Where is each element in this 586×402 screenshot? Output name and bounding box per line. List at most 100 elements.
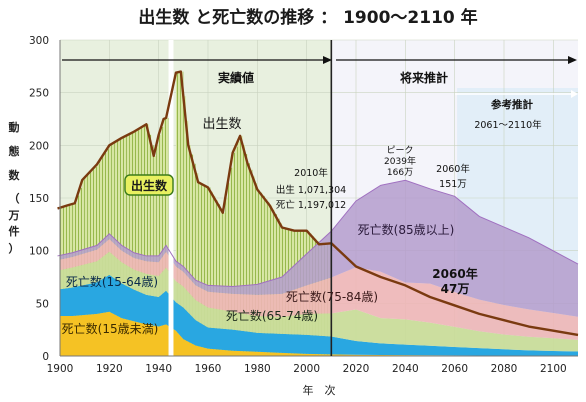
births-bar-1930	[134, 131, 137, 356]
births-bar-1952	[188, 145, 191, 356]
annotation-2010-year: 2010年	[294, 167, 328, 179]
y-axis-title-char: 万	[8, 209, 20, 222]
y-tick-300: 300	[29, 35, 49, 47]
births-bar-1965	[220, 208, 223, 356]
births-bar-1928	[129, 134, 132, 356]
births-bar-1954	[193, 163, 196, 356]
deaths-75-84-area	[60, 239, 578, 340]
reference-period-range: 2061～2110年	[474, 119, 542, 131]
death-areas	[60, 180, 578, 356]
x-tick-2020: 2020	[343, 363, 370, 375]
births-bar-1978	[252, 176, 255, 356]
births-bar-1960	[208, 187, 211, 356]
deaths-85plus-area	[60, 180, 578, 317]
births-bar-1955	[195, 172, 199, 356]
x-tick-2040: 2040	[392, 363, 419, 375]
x-tick-1940: 1940	[145, 363, 172, 375]
y-axis-title-char: 動	[9, 120, 20, 134]
annotation-2060: 2060年 151万	[436, 163, 470, 190]
births-bar-1977	[249, 169, 253, 356]
y-tick-50: 50	[36, 298, 49, 310]
annotation-peak-2039: ピーク 2039年 166万	[384, 145, 416, 178]
births-bar-1979	[254, 182, 258, 356]
y-axis-title-char: （	[9, 192, 20, 205]
births-line-label: 出生数	[202, 117, 241, 132]
y-tick-100: 100	[29, 246, 49, 258]
births-bar-1958	[203, 184, 206, 356]
births-bar-1929	[131, 132, 134, 356]
y-axis-title-char: 数	[9, 168, 21, 182]
births-bar-1939	[156, 145, 159, 356]
births-bar-1948	[178, 72, 181, 356]
peak-2039-year: 2039年	[384, 155, 416, 167]
deaths-65-74-label: 死亡数(65-74歳)	[226, 308, 318, 323]
annotation-2010: 2010年 出生 1,071,304 死亡 1,197,012	[276, 167, 346, 211]
births-bar-1968	[227, 182, 231, 356]
x-tick-1920: 1920	[96, 363, 123, 375]
births-bar-1975	[245, 154, 248, 356]
births-bar-1926	[124, 136, 127, 356]
x-tick-2080: 2080	[491, 363, 518, 375]
y-axis-title: 動態数 （ 万件 ）	[8, 120, 21, 255]
births-bar-1949	[180, 71, 184, 356]
y-tick-0: 0	[42, 351, 49, 363]
births-2060-year: 2060年	[432, 266, 477, 281]
x-axis-title: 年 次	[303, 383, 336, 397]
births-bar-1971	[235, 147, 238, 356]
deaths-75-84-label: 死亡数(75-84歳)	[286, 289, 378, 304]
births-2060-value: 47万	[441, 282, 470, 296]
y-tick-labels: 0 50 100 150 200 250 300	[29, 35, 49, 363]
peak-2039-value: 166万	[387, 168, 413, 178]
reference-period-label: 参考推計	[491, 98, 533, 111]
y-axis-title-char: 態	[9, 144, 20, 158]
births-bar-1962	[212, 195, 216, 356]
y-axis-title-char: ）	[9, 242, 20, 255]
births-bar-1951	[185, 120, 189, 356]
y-tick-200: 200	[29, 140, 49, 152]
births-bar-1943	[166, 117, 169, 356]
births-bar-1956	[198, 182, 201, 356]
x-tick-2100: 2100	[540, 363, 567, 375]
births-bar-1984	[267, 202, 270, 356]
births-bar-1959	[205, 186, 208, 356]
births-bar-1957	[200, 183, 204, 356]
births-bar-1931	[136, 130, 139, 356]
births-bar-1980	[257, 189, 260, 356]
war-gap	[168, 40, 174, 356]
births-line	[57, 70, 579, 337]
deaths-under15-area	[60, 311, 578, 356]
births-bar-1983	[264, 199, 268, 356]
annotation-2010-deaths: 死亡 1,197,012	[276, 199, 346, 211]
annotation-births-2060: 2060年 47万	[432, 266, 477, 296]
reference-period-arrowhead	[571, 90, 578, 98]
x-tick-1980: 1980	[244, 363, 271, 375]
total-deaths-line	[57, 179, 579, 287]
projection-period-label: 将来推計	[400, 70, 448, 85]
projection-period-arrowhead	[568, 56, 577, 64]
births-bar-1974	[242, 144, 245, 356]
y-tick-150: 150	[29, 193, 49, 205]
actual-period-label: 実績値	[218, 70, 254, 85]
births-bar-1934	[143, 125, 147, 356]
births-bar-1950	[183, 96, 186, 356]
deaths-15-64-label: 死亡数(15-64歳)	[66, 274, 158, 289]
deaths-under15-label: 死亡数(15歳未満)	[62, 321, 159, 336]
births-bar-1942	[163, 119, 167, 356]
y-axis-title-char: 件	[9, 224, 20, 238]
births-bar-1966	[222, 212, 226, 356]
births-bar-1981	[259, 192, 263, 356]
births-bar-1972	[237, 141, 241, 356]
x-tick-2000: 2000	[293, 363, 320, 375]
x-tick-1900: 1900	[47, 363, 74, 375]
deaths-65-74-area	[60, 251, 578, 352]
births-bar-1963	[215, 200, 218, 356]
births-bar-1941	[161, 126, 164, 356]
annotation-2010-births: 出生 1,071,304	[276, 184, 346, 196]
births-box-label: 出生数	[131, 178, 168, 193]
births-bar-1973	[240, 135, 243, 356]
births-bar-1982	[262, 195, 265, 356]
births-bar-1927	[126, 135, 130, 356]
peak-2060-value: 151万	[439, 179, 467, 190]
births-box	[124, 174, 174, 196]
